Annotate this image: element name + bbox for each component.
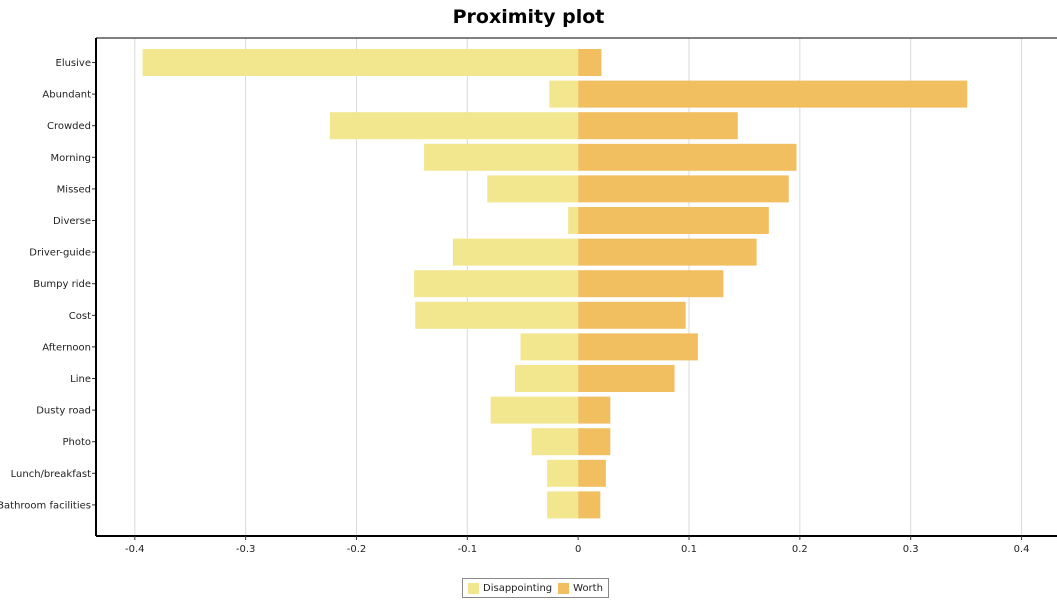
legend-swatch-disappointing: [468, 582, 479, 594]
bar-worth-diverse: [578, 207, 769, 234]
bar-worth-lunch-breakfast: [578, 459, 606, 487]
y-tick-label: Bathroom facilities: [0, 500, 91, 511]
y-tick-label: Missed: [57, 184, 91, 195]
y-tick-label: Crowded: [47, 121, 91, 132]
bar-disappointing-cost: [415, 301, 579, 329]
bar-disappointing-afternoon: [520, 333, 579, 361]
bar-worth-driver-guide: [578, 238, 757, 266]
x-tick-label: 0: [575, 544, 581, 555]
bar-worth-line: [578, 365, 675, 392]
bar-worth-bumpy-ride: [578, 270, 724, 298]
proximity-chart: Elusive Abundant Crowded Morning Missed Diver…: [0, 37, 1057, 555]
bar-disappointing-lunch-breakfast: [547, 459, 579, 487]
bar-worth-afternoon: [578, 333, 698, 361]
bar-disappointing-driver-guide: [452, 238, 579, 266]
x-tick-label: 0.1: [681, 544, 697, 555]
bar-worth-bathroom-facilities: [578, 491, 601, 519]
legend-label-disappointing: Disappointing: [483, 582, 553, 594]
y-tick-label: Elusive: [56, 58, 92, 69]
x-tick-label: -0.1: [458, 544, 478, 555]
x-tick-label: 0.3: [903, 544, 919, 555]
legend-item-worth: Worth: [558, 582, 603, 594]
bar-disappointing-crowded: [329, 112, 579, 140]
bar-disappointing-abundant: [549, 80, 579, 108]
bar-disappointing-bumpy-ride: [414, 270, 579, 298]
y-tick-label: Line: [70, 374, 91, 385]
y-tick-label: Diverse: [53, 216, 91, 227]
legend-swatch-worth: [558, 582, 570, 594]
axes: Elusive Abundant Crowded Morning Missed Diver…: [0, 37, 1057, 555]
x-tick-label: 0.4: [1014, 544, 1030, 555]
bar-worth-abundant: [578, 80, 968, 108]
y-tick-label: Driver-guide: [29, 248, 91, 259]
bar-disappointing-line: [514, 365, 579, 392]
x-tick-label: -0.3: [236, 544, 256, 555]
x-tick-label: -0.4: [125, 544, 145, 555]
y-tick-label: Cost: [69, 311, 91, 322]
bar-worth-morning: [578, 143, 797, 171]
y-tick-label: Afternoon: [42, 342, 91, 353]
legend: Disappointing Worth: [462, 578, 609, 598]
bar-disappointing-dusty-road: [490, 396, 579, 424]
bar-worth-elusive: [578, 49, 602, 76]
bar-disappointing-photo: [531, 428, 579, 456]
y-tick-label: Abundant: [42, 90, 91, 101]
chart-title: Proximity plot: [452, 6, 605, 28]
bar-worth-missed: [578, 175, 789, 203]
bar-worth-photo: [578, 428, 611, 456]
bar-worth-crowded: [578, 112, 738, 140]
bar-disappointing-elusive: [142, 49, 579, 76]
bar-disappointing-diverse: [568, 207, 579, 234]
legend-label-worth: Worth: [573, 582, 603, 594]
y-tick-label: Photo: [62, 437, 91, 448]
y-tick-label: Lunch/breakfast: [11, 469, 91, 480]
x-tick-label: -0.2: [347, 544, 367, 555]
bar-worth-dusty-road: [578, 396, 611, 424]
bars: [142, 49, 968, 519]
y-tick-label: Morning: [51, 153, 91, 164]
bar-worth-cost: [578, 301, 686, 329]
y-tick-label: Dusty road: [36, 406, 91, 417]
bar-disappointing-morning: [424, 143, 579, 171]
x-tick-label: 0.2: [792, 544, 808, 555]
bar-disappointing-missed: [487, 175, 579, 203]
bar-disappointing-bathroom-facilities: [547, 491, 579, 519]
y-tick-label: Bumpy ride: [33, 279, 91, 290]
legend-item-disappointing: Disappointing: [468, 582, 553, 594]
